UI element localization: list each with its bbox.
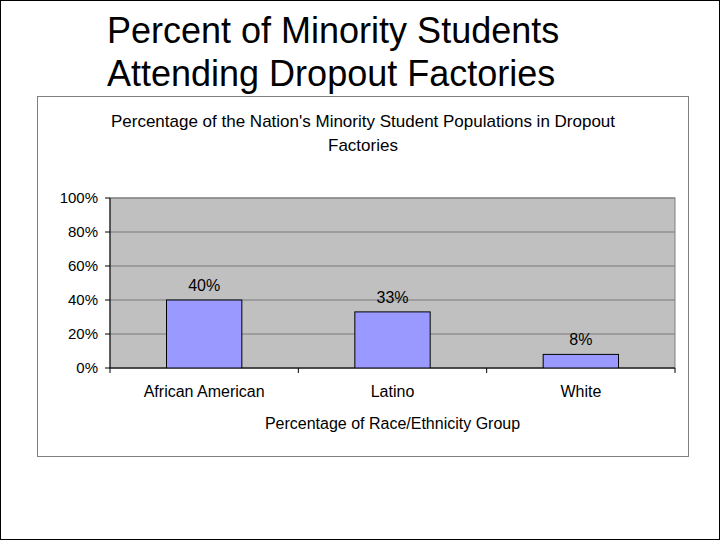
tick-mark bbox=[105, 198, 110, 199]
tick-mark bbox=[105, 266, 110, 267]
slide-title: Percent of Minority Students Attending D… bbox=[107, 9, 667, 95]
tick-mark bbox=[105, 334, 110, 335]
tick-mark bbox=[105, 300, 110, 301]
x-tick-mark bbox=[486, 368, 487, 373]
grid-line bbox=[110, 266, 675, 267]
tick-mark bbox=[105, 368, 110, 369]
x-axis-title: Percentage of Race/Ethnicity Group bbox=[265, 415, 520, 432]
tick-mark bbox=[105, 232, 110, 233]
y-tick-label: 20% bbox=[68, 325, 98, 342]
bar bbox=[355, 312, 430, 368]
chart-svg: 0% 20% 40% 60% 80% 100% 40% 33% 8% African Americ… bbox=[0, 0, 720, 540]
data-label: 8% bbox=[569, 331, 592, 348]
bar bbox=[167, 300, 242, 368]
y-tick-label: 0% bbox=[76, 359, 98, 376]
y-axis bbox=[110, 198, 111, 368]
bars bbox=[167, 300, 619, 368]
y-tick-label: 100% bbox=[60, 189, 98, 206]
y-tick-label: 60% bbox=[68, 257, 98, 274]
slide: Percent of Minority Students Attending D… bbox=[0, 0, 720, 540]
chart-title: Percentage of the Nation's Minority Stud… bbox=[103, 110, 623, 158]
data-label: 40% bbox=[188, 277, 220, 294]
x-tick-mark bbox=[298, 368, 299, 373]
bar bbox=[543, 354, 618, 368]
x-tick-label: Latino bbox=[371, 383, 415, 400]
grid-line bbox=[110, 198, 675, 199]
x-tick-mark bbox=[675, 368, 676, 373]
x-tick-label: White bbox=[560, 383, 601, 400]
grid-line bbox=[110, 232, 675, 233]
x-tick-label: African American bbox=[144, 383, 265, 400]
plot-area bbox=[110, 198, 675, 368]
y-tick-label: 80% bbox=[68, 223, 98, 240]
data-label: 33% bbox=[376, 289, 408, 306]
x-tick-mark bbox=[110, 368, 111, 373]
y-tick-label: 40% bbox=[68, 291, 98, 308]
